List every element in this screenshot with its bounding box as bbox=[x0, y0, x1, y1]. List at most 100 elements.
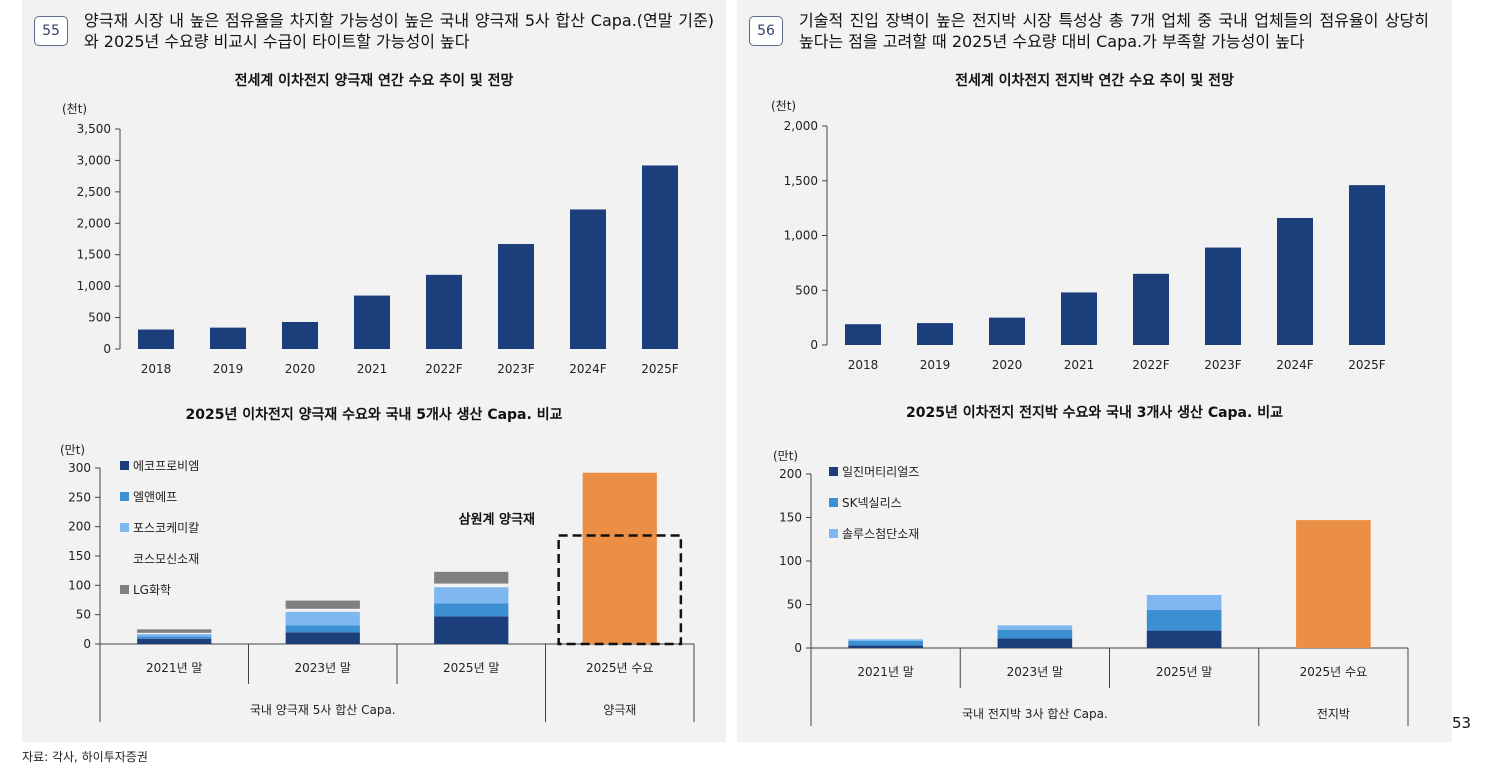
legend-label: 에코프로비엠 bbox=[133, 459, 199, 473]
stack-segment bbox=[285, 611, 360, 626]
group-label: 국내 전지박 3사 합산 Capa. bbox=[962, 707, 1108, 721]
group-label: 국내 양극재 5사 합산 Capa. bbox=[250, 703, 396, 717]
chart-title: 2025년 이차전지 양극재 수요와 국내 5개사 생산 Capa. 비교 bbox=[185, 407, 563, 423]
legend-label: 포스코케미칼 bbox=[133, 521, 199, 535]
figure-number-badge: 56 bbox=[749, 16, 783, 46]
page-number: 53 bbox=[1452, 714, 1472, 732]
x-tick-label: 2018 bbox=[848, 358, 879, 372]
y-tick-label: 1,500 bbox=[784, 174, 818, 188]
stack-segment bbox=[434, 587, 509, 604]
legend-swatch bbox=[829, 498, 838, 507]
x-tick-label: 2025년 수요 bbox=[586, 661, 653, 675]
group-label: 양극재 bbox=[603, 703, 636, 717]
stack-segment bbox=[848, 645, 923, 648]
bar bbox=[426, 274, 462, 349]
stack-segment bbox=[137, 632, 212, 635]
x-tick-label: 2022F bbox=[425, 362, 463, 376]
stack-segment bbox=[137, 634, 212, 637]
y-tick-label: 200 bbox=[68, 520, 91, 534]
stack-segment bbox=[434, 603, 509, 617]
cathode-capa-vs-demand-chart: (만t) 0 50 100 150 200 250 300 2021년 말 2023년 말 2025… bbox=[60, 443, 695, 722]
bar bbox=[1349, 185, 1385, 345]
x-tick-label: 2023년 말 bbox=[295, 661, 351, 675]
stack-segment bbox=[997, 625, 1073, 630]
y-tick-label: 2,000 bbox=[77, 216, 111, 230]
y-tick-label: 150 bbox=[779, 511, 802, 525]
y-tick-label: 250 bbox=[68, 490, 91, 504]
figure-headline: 양극재 시장 내 높은 점유율을 차지할 가능성이 높은 국내 양극재 5사 합… bbox=[84, 11, 714, 51]
stack-segment bbox=[137, 629, 212, 633]
y-unit-label: (만t) bbox=[60, 443, 85, 457]
legend-label: 솔루스첨단소재 bbox=[842, 527, 919, 541]
stack-segment bbox=[848, 639, 923, 642]
bar bbox=[917, 323, 953, 345]
y-tick-label: 1,000 bbox=[784, 229, 818, 243]
x-tick-label: 2022F bbox=[1132, 358, 1170, 372]
x-tick-label: 2018 bbox=[141, 362, 172, 376]
legend-swatch bbox=[829, 529, 838, 538]
y-unit-label: (만t) bbox=[773, 449, 798, 463]
legend-label: 엘앤에프 bbox=[133, 490, 177, 504]
x-tick-label: 2025년 말 bbox=[443, 661, 499, 675]
x-tick-label: 2023년 말 bbox=[1007, 665, 1063, 679]
x-tick-label: 2023F bbox=[497, 362, 535, 376]
legend-swatch bbox=[120, 585, 129, 594]
bar bbox=[1133, 273, 1169, 345]
x-tick-label: 2019 bbox=[213, 362, 244, 376]
stack-segment bbox=[434, 571, 509, 584]
x-tick-label: 2024F bbox=[569, 362, 607, 376]
x-tick-label: 2021 bbox=[357, 362, 388, 376]
annual-foil-demand-chart: (천t) 0 500 1,000 1,500 2,000 2018 2019 2020 2021 2… bbox=[771, 98, 1386, 372]
legend-label: 일진머티리얼즈 bbox=[842, 465, 919, 479]
chart-title: 전세계 이차전지 양극재 연간 수요 추이 및 전망 bbox=[234, 73, 514, 89]
stack-segment bbox=[434, 583, 509, 588]
x-tick-label: 2025년 말 bbox=[1156, 665, 1212, 679]
right-panel: 56 기술적 진입 장벽이 높은 전지박 시장 특성상 총 7개 업체 중 국내… bbox=[737, 0, 1452, 742]
y-unit-label: (천t) bbox=[771, 98, 796, 113]
y-tick-label: 0 bbox=[794, 641, 802, 655]
y-tick-label: 2,000 bbox=[784, 119, 818, 133]
stack-segment bbox=[434, 616, 509, 644]
stack-segment bbox=[285, 632, 360, 644]
x-tick-label: 2020 bbox=[992, 358, 1023, 372]
y-tick-label: 3,500 bbox=[77, 122, 111, 136]
stack-segment bbox=[582, 472, 657, 644]
left-panel: 55 양극재 시장 내 높은 점유율을 차지할 가능성이 높은 국내 양극재 5… bbox=[22, 0, 726, 742]
x-tick-label: 2021년 말 bbox=[146, 661, 202, 675]
stack-segment bbox=[1146, 630, 1222, 648]
x-tick-label: 2025F bbox=[641, 362, 679, 376]
foil-capa-vs-demand-chart: (만t) 0 50 100 150 200 2021년 말 2023년 말 2025년 말 202… bbox=[773, 449, 1409, 726]
x-tick-label: 2025F bbox=[1348, 358, 1386, 372]
x-tick-label: 2025년 수요 bbox=[1300, 665, 1367, 679]
stack-segment bbox=[1146, 594, 1222, 610]
y-tick-label: 150 bbox=[68, 549, 91, 563]
x-tick-label: 2020 bbox=[285, 362, 316, 376]
stack-segment bbox=[997, 638, 1073, 648]
y-tick-label: 100 bbox=[68, 578, 91, 592]
annual-cathode-demand-chart: (천t) 0 500 1,000 1,500 2,000 2,500 3,000 3,500 20… bbox=[62, 101, 679, 376]
bar bbox=[570, 209, 606, 349]
stack-segment bbox=[1146, 609, 1222, 631]
x-tick-label: 2021년 말 bbox=[857, 665, 913, 679]
group-label: 전지박 bbox=[1317, 707, 1350, 721]
bar bbox=[1205, 247, 1241, 345]
figure-headline: 기술적 진입 장벽이 높은 전지박 시장 특성상 총 7개 업체 중 국내 업체… bbox=[799, 11, 1429, 51]
dashed-highlight-box bbox=[557, 534, 683, 646]
y-tick-label: 1,000 bbox=[77, 279, 111, 293]
stack-segment bbox=[1296, 520, 1371, 648]
x-tick-label: 2023F bbox=[1204, 358, 1242, 372]
legend-swatch bbox=[120, 554, 129, 563]
y-tick-label: 50 bbox=[787, 598, 802, 612]
legend-label: 코스모신소재 bbox=[133, 552, 199, 566]
bar bbox=[138, 329, 174, 349]
source-note: 자료: 각사, 하이투자증권 bbox=[22, 750, 148, 764]
y-tick-label: 300 bbox=[68, 461, 91, 475]
stack-segment bbox=[997, 629, 1073, 639]
bar bbox=[1061, 292, 1097, 345]
legend-swatch bbox=[120, 492, 129, 501]
stack-segment bbox=[137, 638, 212, 644]
y-tick-label: 0 bbox=[83, 637, 91, 651]
y-tick-label: 0 bbox=[103, 342, 111, 356]
bar bbox=[282, 321, 318, 349]
bar bbox=[1277, 217, 1313, 345]
